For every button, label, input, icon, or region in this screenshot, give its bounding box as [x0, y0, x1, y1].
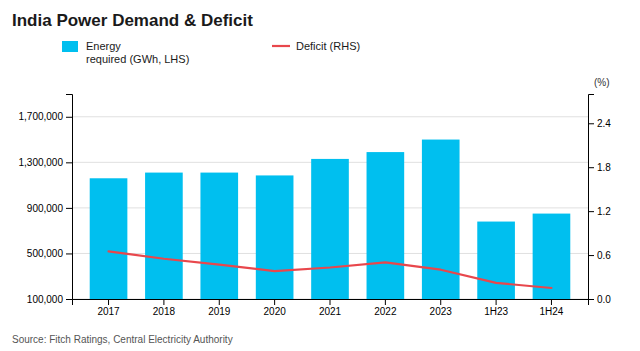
tick-mark — [588, 123, 594, 124]
tick: 2.4 — [588, 118, 611, 129]
tick-mark — [330, 299, 331, 305]
tick-mark — [551, 299, 552, 305]
tick: 1.2 — [588, 206, 611, 217]
plot-area — [90, 140, 571, 299]
tick-mark — [163, 299, 164, 305]
tick-label: 2020 — [264, 306, 287, 317]
tick-mark — [496, 299, 497, 305]
tick-mark — [66, 117, 72, 118]
tick-mark — [440, 299, 441, 305]
tick-label: 2017 — [97, 306, 120, 317]
axis-line — [589, 95, 595, 300]
tick-label: 100,000 — [27, 294, 64, 305]
tick: 1.8 — [588, 162, 611, 173]
bar-series — [90, 140, 571, 299]
tick-label: 0.6 — [597, 250, 611, 261]
title: India Power Demand & Deficit — [12, 11, 253, 30]
tick-label: 1H24 — [540, 306, 564, 317]
tick: 0.0 — [588, 294, 611, 305]
y-axis: 100,000 500,000 900,000 1,300,000 1,700,000 — [19, 95, 73, 305]
tick: 1,700,000 — [19, 111, 73, 122]
axis-title: (%) — [594, 77, 610, 88]
tick-label: 1,300,000 — [19, 157, 64, 168]
bar — [90, 178, 128, 299]
axis-line — [73, 300, 589, 306]
bar — [200, 173, 238, 299]
tick-mark — [274, 299, 275, 305]
tick: 2018 — [153, 299, 176, 317]
tick-label: 500,000 — [27, 248, 64, 259]
tick-mark — [588, 299, 594, 300]
tick-label: 1.8 — [597, 162, 611, 173]
grid-line — [72, 116, 588, 117]
legend-label: Deficit (RHS) — [296, 40, 360, 52]
tick-mark — [66, 299, 72, 300]
tick: 2020 — [264, 299, 287, 317]
tick-label: 2.4 — [597, 118, 611, 129]
tick-mark — [108, 299, 109, 305]
tick-mark — [588, 255, 594, 256]
x-axis: 2017 2018 2019 2020 2021 2022 2023 1H23 1H24 — [73, 299, 589, 317]
tick: 1,300,000 — [19, 157, 73, 168]
bar — [367, 152, 405, 299]
tick-label: 1,700,000 — [19, 111, 64, 122]
tick-label: 900,000 — [27, 203, 64, 214]
legend-swatch — [62, 41, 78, 52]
bar — [311, 159, 349, 299]
tick-label: 0.0 — [597, 294, 611, 305]
tick-label: 2022 — [374, 306, 397, 317]
tick-label: 1.2 — [597, 206, 611, 217]
tick-mark — [588, 211, 594, 212]
bar — [477, 222, 515, 299]
legend-label: Energyrequired (GWh, LHS) — [86, 40, 189, 65]
bar — [422, 140, 460, 299]
annotation: Source: Fitch Ratings, Central Electrici… — [12, 334, 233, 345]
tick-mark — [588, 167, 594, 168]
bar — [256, 175, 294, 299]
tick-mark — [219, 299, 220, 305]
tick: 900,000 — [27, 203, 72, 214]
legend-item: Energyrequired (GWh, LHS) — [62, 40, 189, 65]
tick-mark — [385, 299, 386, 305]
tick: 2021 — [319, 299, 342, 317]
y2-axis: 0.0 0.6 1.2 1.8 2.4 — [588, 95, 611, 305]
tick: 1H24 — [540, 299, 564, 317]
tick: 2019 — [208, 299, 231, 317]
legend-swatch — [272, 45, 290, 47]
tick-label: 2021 — [319, 306, 342, 317]
axis-line — [66, 95, 73, 300]
chart: India Power Demand & Deficit 2017 2018 2019… — [0, 0, 640, 351]
tick-label: 2023 — [430, 306, 453, 317]
line — [109, 251, 552, 288]
tick-label: 2018 — [153, 306, 176, 317]
tick: 2022 — [374, 299, 397, 317]
tick-mark — [66, 162, 72, 163]
tick: 2023 — [430, 299, 453, 317]
tick-label: 2019 — [208, 306, 231, 317]
tick: 0.6 — [588, 250, 611, 261]
tick: 100,000 — [27, 294, 72, 305]
legend: Energyrequired (GWh, LHS) Deficit (RHS) — [62, 40, 360, 65]
tick-mark — [66, 208, 72, 209]
tick-label: 1H23 — [484, 306, 508, 317]
tick: 2017 — [97, 299, 120, 317]
tick: 1H23 — [484, 299, 508, 317]
bar — [145, 173, 183, 299]
tick-mark — [66, 253, 72, 254]
legend-item: Deficit (RHS) — [272, 40, 360, 52]
tick: 500,000 — [27, 248, 72, 259]
